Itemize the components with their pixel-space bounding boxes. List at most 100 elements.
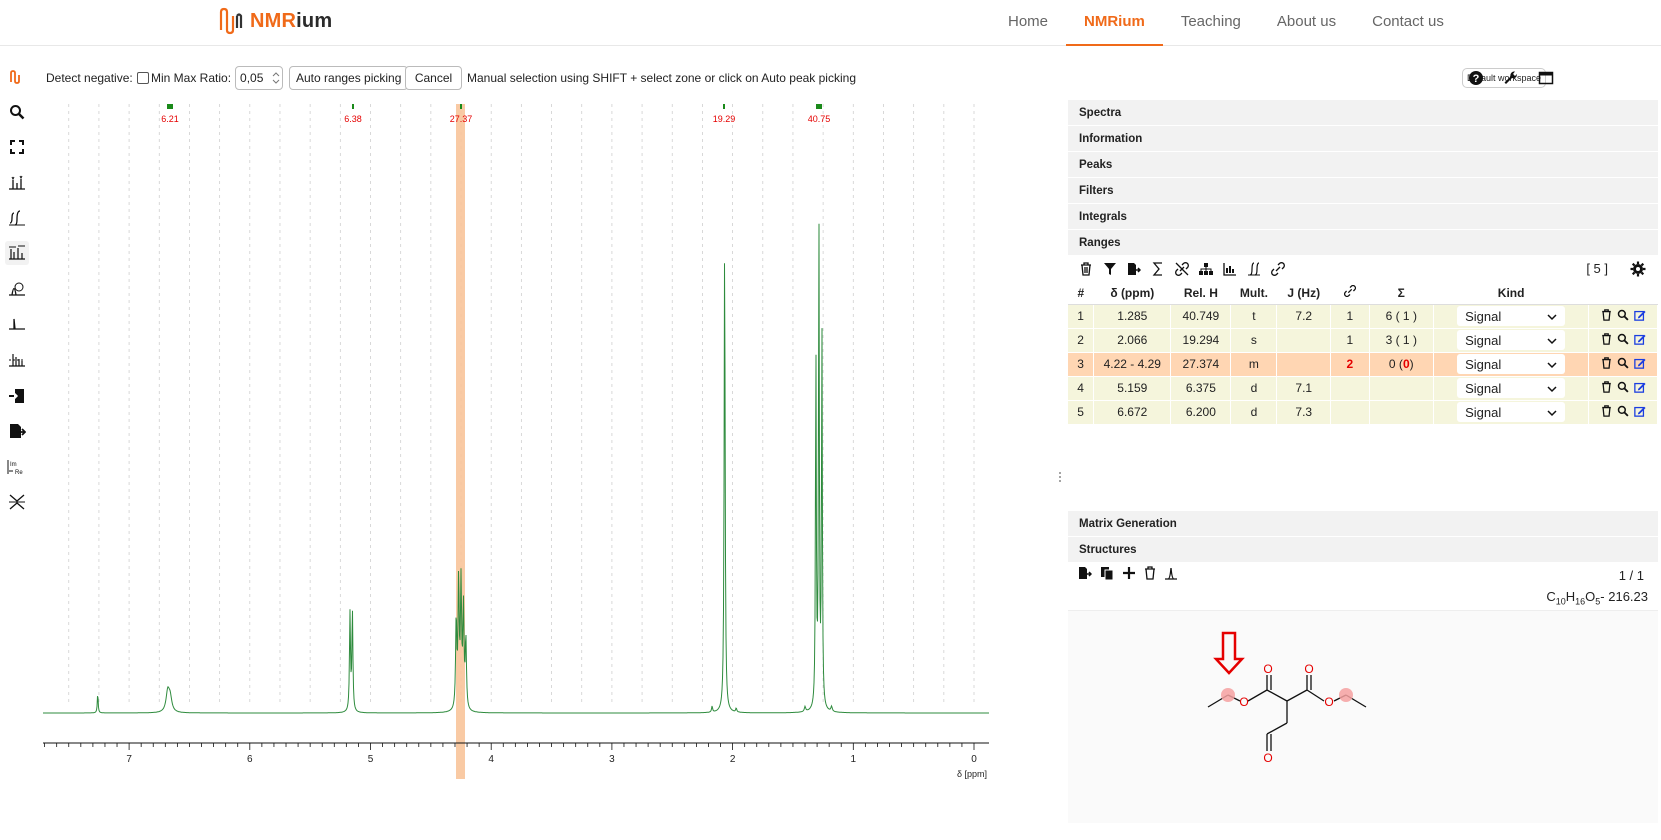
nav-teaching[interactable]: Teaching bbox=[1180, 13, 1241, 30]
nmrium-small-logo-icon[interactable] bbox=[9, 69, 23, 85]
gear-icon[interactable] bbox=[1630, 261, 1646, 277]
table-row[interactable]: 2 2.066 19.294 s 1 3 ( 1 ) Signal bbox=[1068, 328, 1658, 353]
range-marker[interactable] bbox=[352, 104, 354, 109]
range-label[interactable]: 27.37 bbox=[450, 114, 473, 124]
nav-home[interactable]: Home bbox=[1008, 13, 1049, 30]
col-mult[interactable]: Mult. bbox=[1230, 282, 1277, 305]
kind-select[interactable]: Signal bbox=[1457, 354, 1566, 374]
range-label[interactable]: 6.38 bbox=[344, 114, 362, 124]
kind-select[interactable]: Signal bbox=[1457, 378, 1566, 398]
range-marker[interactable] bbox=[816, 104, 822, 109]
col-sigma[interactable]: Σ bbox=[1369, 282, 1434, 305]
sum-icon[interactable] bbox=[1150, 261, 1166, 277]
fullscreen-window-icon[interactable] bbox=[1538, 70, 1554, 86]
panel-resize-handle[interactable] bbox=[1058, 470, 1062, 484]
edit-range-icon[interactable] bbox=[1633, 405, 1646, 420]
range-marker[interactable] bbox=[723, 104, 725, 109]
structure-viewer[interactable]: O O O O O bbox=[1068, 610, 1658, 823]
delete-range-icon[interactable] bbox=[1601, 380, 1612, 396]
multiplet-analysis-icon[interactable] bbox=[5, 348, 29, 372]
range-marker[interactable] bbox=[460, 104, 462, 109]
section-integrals[interactable]: Integrals bbox=[1068, 204, 1658, 230]
detect-negative-checkbox[interactable] bbox=[136, 72, 149, 84]
spinner-icon[interactable] bbox=[272, 71, 280, 85]
highlighted-atom[interactable] bbox=[1339, 687, 1353, 702]
molecule-drawing[interactable]: O O O O O bbox=[1068, 611, 1658, 823]
delete-range-icon[interactable] bbox=[1601, 404, 1612, 420]
section-spectra[interactable]: Spectra bbox=[1068, 100, 1658, 126]
kind-select[interactable]: Signal bbox=[1457, 402, 1566, 422]
edit-range-icon[interactable] bbox=[1633, 381, 1646, 396]
zoom-icon[interactable] bbox=[5, 100, 29, 124]
col-rel-h[interactable]: Rel. H bbox=[1170, 282, 1231, 305]
table-row[interactable]: 4 5.159 6.375 d 7.1 Signal bbox=[1068, 376, 1658, 401]
min-max-ratio-input[interactable]: 0,05 bbox=[235, 66, 284, 90]
delete-range-icon[interactable] bbox=[1601, 332, 1612, 348]
help-icon[interactable]: ? bbox=[1468, 70, 1484, 86]
zoom-range-icon[interactable] bbox=[1617, 357, 1629, 372]
col-shift[interactable]: δ (ppm) bbox=[1093, 282, 1171, 305]
phase-correction-icon[interactable] bbox=[5, 277, 29, 301]
nav-contact-us[interactable]: Contact us bbox=[1372, 13, 1444, 30]
delete-range-icon[interactable] bbox=[1601, 308, 1612, 324]
wrench-icon[interactable] bbox=[1503, 70, 1519, 86]
cancel-button[interactable]: Cancel bbox=[405, 66, 462, 90]
range-picking-icon[interactable] bbox=[5, 241, 29, 265]
edit-range-icon[interactable] bbox=[1633, 357, 1646, 372]
peak-picking-icon[interactable] bbox=[5, 171, 29, 195]
import-icon[interactable] bbox=[5, 384, 29, 408]
copy-icon[interactable] bbox=[1100, 566, 1114, 585]
filter-icon[interactable] bbox=[1102, 261, 1118, 277]
kind-select[interactable]: Signal bbox=[1457, 330, 1566, 350]
section-matrix-generation[interactable]: Matrix Generation bbox=[1068, 510, 1658, 537]
workspace-selector[interactable]: Default workspace bbox=[1462, 68, 1547, 88]
nmrium-logo[interactable]: NMRium bbox=[218, 4, 332, 38]
range-label[interactable]: 40.75 bbox=[808, 114, 831, 124]
exclusion-zones-icon[interactable] bbox=[5, 490, 29, 514]
range-label[interactable]: 19.29 bbox=[713, 114, 736, 124]
export-structure-icon[interactable] bbox=[1078, 566, 1093, 585]
nav-about-us[interactable]: About us bbox=[1276, 13, 1337, 30]
tree-icon[interactable] bbox=[1198, 261, 1214, 277]
table-row[interactable]: 3 4.22 - 4.29 27.374 m 2 0 (0) Signal bbox=[1068, 352, 1658, 377]
integral-toggle-icon[interactable] bbox=[1246, 261, 1262, 277]
edit-range-icon[interactable] bbox=[1633, 333, 1646, 348]
section-ranges[interactable]: Ranges bbox=[1068, 230, 1658, 256]
delete-structure-icon[interactable] bbox=[1144, 566, 1156, 585]
delete-all-icon[interactable] bbox=[1078, 261, 1094, 277]
section-structures[interactable]: Structures bbox=[1068, 536, 1658, 563]
nav-nmrium[interactable]: NMRium bbox=[1066, 0, 1163, 46]
baseline-correction-icon[interactable] bbox=[5, 312, 29, 336]
integral-icon[interactable] bbox=[5, 206, 29, 230]
highlighted-atom[interactable] bbox=[1221, 687, 1235, 702]
export-icon[interactable] bbox=[5, 419, 29, 443]
zoom-range-icon[interactable] bbox=[1617, 381, 1629, 396]
table-row[interactable]: 5 6.672 6.200 d 7.3 Signal bbox=[1068, 400, 1658, 425]
spectrum-plot[interactable]: 6.21 6.38 27.37 19.29 40.75 7 6 5 4 3 2 1 0 δ [ppm] bbox=[34, 100, 1046, 825]
edit-range-icon[interactable] bbox=[1633, 309, 1646, 324]
col-kind[interactable]: Kind bbox=[1433, 282, 1589, 305]
zoom-range-icon[interactable] bbox=[1617, 333, 1629, 348]
section-information[interactable]: Information bbox=[1068, 126, 1658, 152]
kind-select[interactable]: Signal bbox=[1457, 306, 1566, 326]
table-row[interactable]: 1 1.285 40.749 t 7.2 1 6 ( 1 ) Signal bbox=[1068, 304, 1658, 329]
range-marker[interactable] bbox=[167, 104, 173, 109]
col-j[interactable]: J (Hz) bbox=[1276, 282, 1331, 305]
fullscreen-icon[interactable] bbox=[5, 135, 29, 159]
auto-ranges-picking-button[interactable]: Auto ranges picking bbox=[289, 66, 409, 90]
bar-chart-icon[interactable] bbox=[1222, 261, 1238, 277]
delete-range-icon[interactable] bbox=[1601, 356, 1612, 372]
predict-spectrum-icon[interactable] bbox=[1164, 566, 1178, 585]
real-imaginary-icon[interactable]: Im Re bbox=[5, 455, 29, 479]
section-filters[interactable]: Filters bbox=[1068, 178, 1658, 204]
export-ranges-icon[interactable] bbox=[1126, 261, 1142, 277]
col-number[interactable]: # bbox=[1068, 282, 1094, 305]
add-icon[interactable] bbox=[1122, 566, 1136, 585]
spectrum-viewer[interactable]: 6.21 6.38 27.37 19.29 40.75 7 6 5 4 3 2 1 0 δ [ppm] bbox=[34, 100, 1046, 825]
section-peaks[interactable]: Peaks bbox=[1068, 152, 1658, 178]
zoom-range-icon[interactable] bbox=[1617, 405, 1629, 420]
range-label[interactable]: 6.21 bbox=[161, 114, 179, 124]
zoom-range-icon[interactable] bbox=[1617, 309, 1629, 324]
link-icon[interactable] bbox=[1270, 261, 1286, 277]
unlink-icon[interactable] bbox=[1174, 261, 1190, 277]
